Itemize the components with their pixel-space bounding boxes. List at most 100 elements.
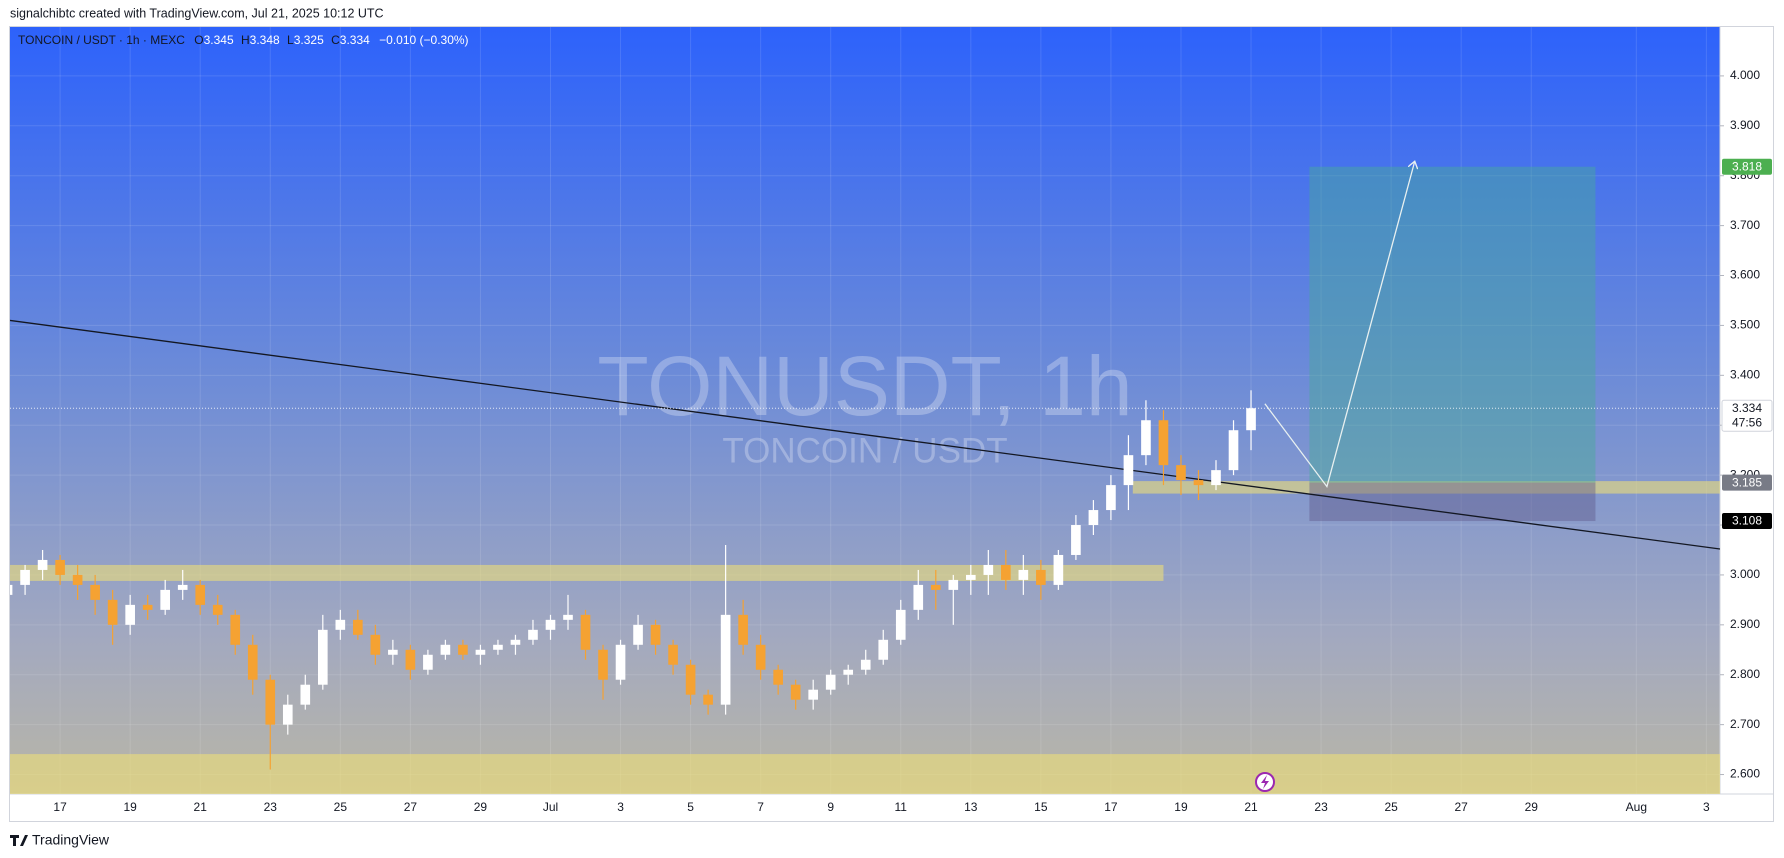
y-tick-label: 2.600: [1730, 767, 1760, 781]
x-tick-label: Jul: [543, 800, 558, 814]
x-tick-label: 19: [1174, 800, 1188, 814]
y-tick-label: 3.600: [1730, 268, 1760, 282]
candle-body: [650, 624, 661, 645]
projection-path: [1264, 162, 1415, 489]
y-tick-label: 2.900: [1730, 617, 1760, 631]
candle-body: [738, 614, 748, 645]
candle-body: [160, 589, 171, 610]
candle-body: [55, 559, 65, 575]
candle-body: [895, 609, 906, 640]
y-tick-label: 4.000: [1730, 68, 1760, 82]
price-label: 3.108: [1732, 514, 1762, 528]
trendline: [10, 319, 1720, 550]
candle-body: [1071, 525, 1081, 555]
candle-body: [1211, 470, 1221, 486]
candle-body: [598, 649, 608, 680]
candle-body: [580, 614, 591, 650]
legend-label: O: [194, 33, 203, 47]
x-tick-label: 25: [1384, 800, 1398, 814]
candle-body: [1193, 480, 1204, 486]
candle-body: [545, 619, 556, 630]
legend-value: 3.348: [250, 33, 280, 47]
legend-value: 3.345: [204, 33, 234, 47]
candle-body: [1088, 510, 1099, 526]
candle-body: [703, 694, 713, 705]
candle-body: [1053, 554, 1064, 585]
x-tick-label: 29: [1525, 800, 1539, 814]
candle-body: [1036, 569, 1046, 585]
candle-body: [860, 659, 871, 670]
candle-body: [10, 584, 13, 595]
axes: 2.6002.7002.8002.9003.0003.1003.2003.300…: [53, 68, 1773, 814]
candle-body: [790, 684, 801, 700]
last-price-label-bg: [1721, 399, 1773, 432]
x-tick-label: 23: [264, 800, 278, 814]
candle-body: [37, 559, 48, 570]
candle-body: [1001, 564, 1011, 580]
candle-body: [300, 684, 311, 705]
y-tick-label: 3.500: [1730, 318, 1760, 332]
candle-body: [20, 569, 30, 585]
y-tick-label: 3.400: [1730, 367, 1760, 381]
x-tick-label: 17: [1104, 800, 1118, 814]
candle-body: [720, 614, 731, 705]
y-tick-label: 2.700: [1730, 717, 1760, 731]
candle-body: [563, 614, 573, 620]
candle-body: [90, 584, 100, 600]
candle-body: [773, 669, 783, 685]
candle-body: [825, 674, 836, 690]
candle-body: [475, 649, 486, 655]
candle-body: [440, 644, 451, 655]
candle-body: [843, 669, 854, 675]
legend-value: 3.334: [340, 33, 370, 47]
legend: TONCOIN / USDT · 1h · MEXC O3.345 H3.348…: [18, 33, 469, 47]
candle-body: [615, 644, 626, 680]
zone: [10, 754, 1720, 794]
candle-body: [317, 629, 328, 685]
candle-body: [247, 644, 258, 680]
watermark-title: TONUSDT, 1h: [597, 339, 1132, 433]
price-label: 3.818: [1732, 159, 1762, 173]
candle-body: [965, 574, 976, 580]
price-label-bg: [1722, 158, 1772, 175]
x-tick-label: 19: [123, 800, 137, 814]
candle-body: [335, 619, 346, 630]
plot: [10, 162, 1720, 794]
position-target-zone: [1309, 166, 1596, 483]
candle-body: [353, 619, 363, 635]
candle-body: [177, 584, 188, 590]
candle-body: [493, 644, 503, 650]
x-tick-label: Aug: [1626, 800, 1647, 814]
attribution: signalchibtc created with TradingView.co…: [10, 6, 384, 20]
candle-body: [668, 644, 678, 665]
candle-body: [1228, 430, 1239, 471]
candle-body: [808, 689, 819, 700]
candle-body: [913, 584, 924, 610]
candle-body: [1018, 569, 1029, 580]
candle-body: [265, 679, 276, 725]
y-tick-label: 3.000: [1730, 567, 1760, 581]
alert-icon[interactable]: [1255, 772, 1275, 792]
y-tick-label: 2.800: [1730, 667, 1760, 681]
candle-body: [423, 654, 433, 670]
candle-body: [458, 644, 468, 655]
x-tick-label: 5: [687, 800, 694, 814]
x-tick-label: 3: [1703, 800, 1710, 814]
x-tick-label: 11: [895, 800, 908, 814]
x-tick-label: 15: [1034, 800, 1048, 814]
symbol: TONCOIN / USDT · 1h · MEXC: [18, 33, 185, 47]
candle-body: [1141, 420, 1151, 456]
candle-body: [282, 704, 293, 725]
candle-body: [930, 584, 941, 590]
price-label-bg: [1722, 513, 1772, 530]
y-tick-label: 3.900: [1730, 118, 1760, 132]
y-tick-label: 3.700: [1730, 218, 1760, 232]
x-tick-label: 9: [827, 800, 834, 814]
x-tick-label: 23: [1314, 800, 1328, 814]
candle-body: [510, 639, 521, 645]
candle-body: [212, 604, 223, 615]
legend-value: 3.325: [294, 33, 324, 47]
x-tick-label: 27: [404, 800, 418, 814]
x-tick-label: 3: [617, 800, 624, 814]
